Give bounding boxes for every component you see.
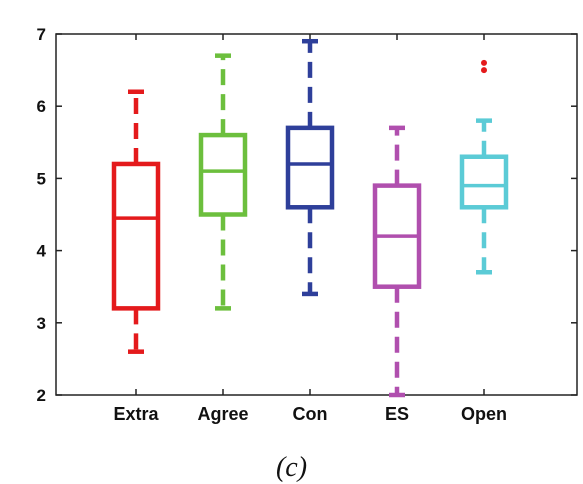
x-category-label: Open xyxy=(461,404,507,424)
box-es xyxy=(372,125,422,398)
y-tick-label: 2 xyxy=(37,386,46,405)
x-category-label: Con xyxy=(293,404,328,424)
y-axis: 2 3 4 5 6 7 xyxy=(37,25,577,405)
box-agree xyxy=(198,53,248,311)
box-open xyxy=(459,59,509,275)
y-tick-label: 3 xyxy=(37,314,46,333)
x-category-label: Extra xyxy=(113,404,159,424)
x-axis: Extra Agree Con ES Open xyxy=(113,34,507,424)
interquartile-box xyxy=(111,161,161,311)
outlier-point xyxy=(481,67,487,74)
outlier-point xyxy=(481,59,487,66)
figure-caption: (c) xyxy=(275,452,308,483)
box-con xyxy=(285,38,335,297)
y-tick-label: 4 xyxy=(37,242,47,261)
x-category-label: ES xyxy=(385,404,409,424)
x-category-label: Agree xyxy=(197,404,248,424)
y-tick-label: 6 xyxy=(37,97,46,116)
box-extra xyxy=(111,89,161,354)
y-tick-label: 5 xyxy=(37,169,46,188)
box-plot-chart: 2 3 4 5 6 7 Extra Agree Con ES Open xyxy=(37,25,578,424)
interquartile-box xyxy=(198,132,248,217)
interquartile-box xyxy=(285,125,335,210)
y-tick-label: 7 xyxy=(37,25,46,44)
plot-area-frame xyxy=(55,33,578,396)
interquartile-box xyxy=(459,154,509,210)
boxes-group xyxy=(111,38,509,398)
